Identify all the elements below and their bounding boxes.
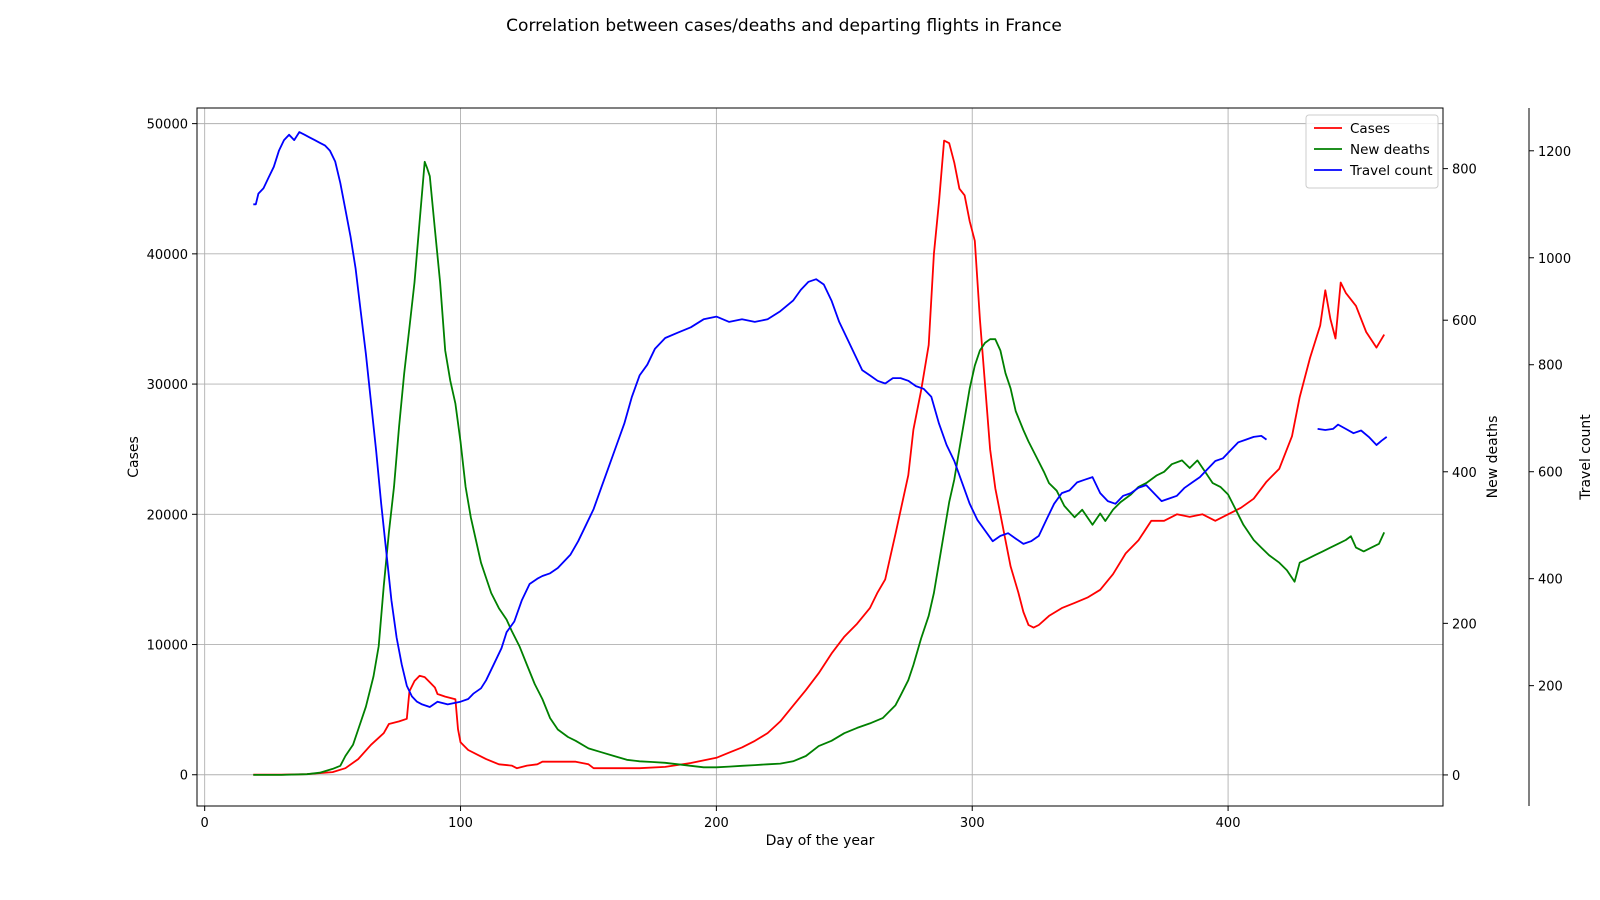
series-line-travel-count [1317, 423, 1388, 446]
y-tick-label-travel-count: 200 [1538, 680, 1563, 695]
y-tick-label-cases: 20000 [147, 508, 188, 523]
x-tick-label: 300 [960, 816, 985, 831]
y-tick-label-cases: 10000 [147, 639, 188, 654]
x-tick-label: 0 [201, 816, 209, 831]
y-tick-label-new-deaths: 600 [1452, 314, 1477, 329]
y-tick-label-travel-count: 800 [1538, 359, 1563, 374]
y-tick-label-new-deaths: 400 [1452, 466, 1477, 481]
y-tick-label-travel-count: 1000 [1538, 252, 1571, 267]
plot-frame [196, 107, 1444, 807]
y-tick-label-cases: 0 [180, 769, 188, 784]
legend-label-travel-count: Travel count [1349, 163, 1433, 179]
y-tick-label-cases: 30000 [147, 378, 188, 393]
y-axis-label-travel-count: Travel count [1578, 414, 1594, 501]
y-tick-label-travel-count: 400 [1538, 573, 1563, 588]
y-tick-label-travel-count: 600 [1538, 466, 1563, 481]
series-line-cases [253, 139, 1385, 776]
x-tick-label: 200 [704, 816, 729, 831]
legend-label-cases: Cases [1350, 121, 1390, 137]
series-line-new-deaths [253, 160, 1386, 776]
y-axis-label-cases: Cases [126, 436, 142, 478]
y-tick-label-cases: 50000 [147, 118, 188, 133]
y-tick-label-new-deaths: 800 [1452, 163, 1477, 178]
x-axis-label: Day of the year [766, 833, 875, 849]
axes-layer: 0 100 200 300 400 0 10000 20000 30000 40000 50000 0… [147, 108, 1571, 831]
y-tick-label-new-deaths: 200 [1452, 617, 1477, 632]
series-line-travel-count [253, 131, 1268, 708]
y-tick-label-travel-count: 1200 [1538, 145, 1571, 160]
legend: Cases New deaths Travel count [1305, 114, 1439, 189]
x-tick-label: 100 [448, 816, 473, 831]
grid-lines [197, 108, 1443, 806]
x-tick-label: 400 [1216, 816, 1241, 831]
chart-title: Correlation between cases/deaths and dep… [506, 16, 1062, 36]
legend-label-new-deaths: New deaths [1350, 142, 1430, 158]
series-layer [253, 131, 1388, 776]
y-axis-label-new-deaths: New deaths [1485, 416, 1501, 499]
y-tick-label-cases: 40000 [147, 248, 188, 263]
y-tick-label-new-deaths: 0 [1452, 769, 1460, 784]
